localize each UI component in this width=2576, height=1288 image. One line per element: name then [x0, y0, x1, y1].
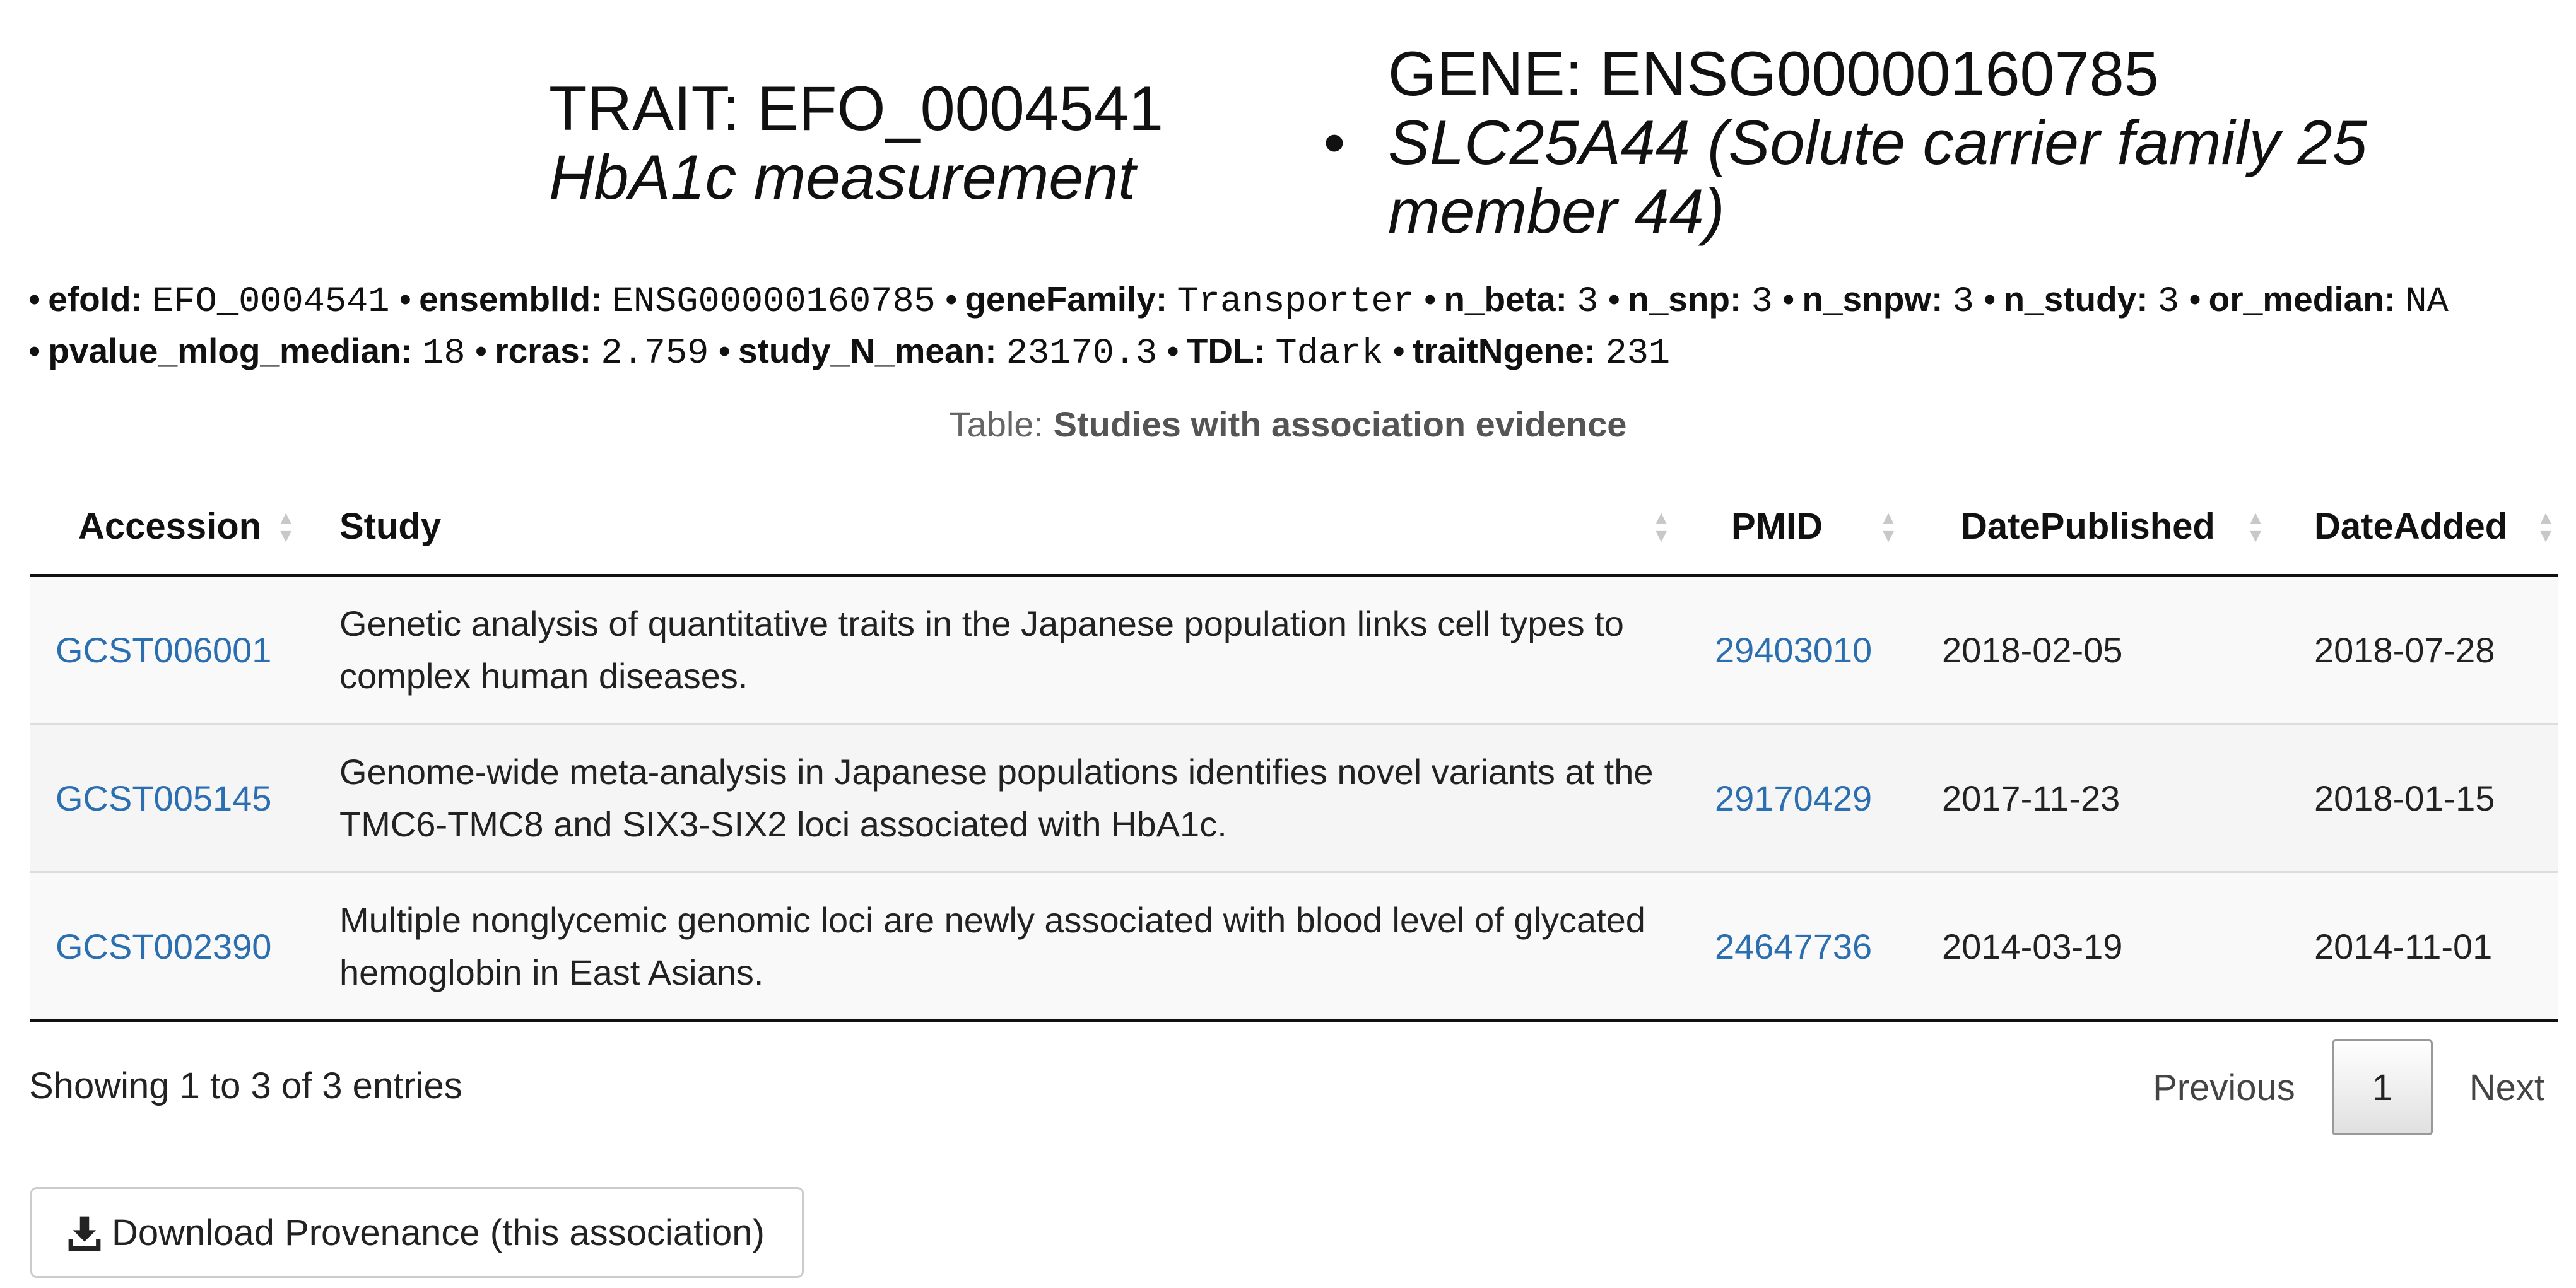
accession-link[interactable]: GCST005145 — [56, 778, 272, 818]
properties-row-2: • pvalue_mlog_median: 18 • rcras: 2.759 • s… — [28, 331, 1671, 374]
table-header-row: Accession ▲ ▼ Study ▲ ▼ PMID ▲ ▼ DatePublished… — [30, 478, 2558, 577]
column-header-pmid[interactable]: PMID ▲ ▼ — [1690, 478, 1917, 577]
prop-value-ensemblId: ENSG00000160785 — [611, 282, 936, 322]
cell-date-added: 2018-07-28 — [2270, 575, 2558, 725]
cell-pmid: 24647736 — [1690, 872, 1917, 1022]
previous-button[interactable]: Previous — [2153, 1067, 2295, 1108]
title-separator: • — [1323, 107, 1346, 177]
table-row: GCST005145 Genome-wide meta-analysis in … — [30, 723, 2558, 873]
sort-icon: ▲ ▼ — [276, 508, 295, 546]
prop-label-traitNgene: traitNgene: — [1412, 331, 1596, 370]
cell-accession: GCST005145 — [30, 723, 314, 873]
accession-link[interactable]: GCST002390 — [56, 926, 272, 966]
column-header-study[interactable]: Study ▲ ▼ — [314, 478, 1690, 577]
download-provenance-button[interactable]: Download Provenance (this association) — [30, 1187, 804, 1278]
properties-row-1: • efoId: EFO_0004541 • ensemblId: ENSG0000… — [28, 279, 2449, 322]
table-row: GCST006001 Genetic analysis of quantitat… — [30, 575, 2558, 725]
cell-accession: GCST002390 — [30, 872, 314, 1022]
prop-label-n_study: n_study: — [2003, 279, 2148, 319]
gene-name-cont: member 44) — [1388, 176, 1725, 246]
column-header-dateadded[interactable]: DateAdded ▲ ▼ — [2270, 478, 2558, 577]
cell-study: Genome-wide meta-analysis in Japanese po… — [314, 723, 1690, 873]
prop-label-TDL: TDL: — [1186, 331, 1266, 370]
column-header-accession[interactable]: Accession ▲ ▼ — [30, 478, 314, 577]
sort-icon: ▲ ▼ — [2536, 508, 2555, 546]
cell-accession: GCST006001 — [30, 575, 314, 725]
prop-label-ensemblId: ensemblId: — [419, 279, 603, 319]
prop-value-pvalue: 18 — [422, 334, 466, 374]
page-button-1[interactable]: 1 — [2331, 1039, 2433, 1135]
prop-label-n_snp: n_snp: — [1628, 279, 1742, 319]
cell-study: Genetic analysis of quantitative traits … — [314, 575, 1690, 725]
pmid-link[interactable]: 24647736 — [1715, 926, 1873, 966]
prop-value-TDL: Tdark — [1275, 334, 1384, 374]
cell-date-published: 2014-03-19 — [1917, 872, 2270, 1022]
pmid-link[interactable]: 29170429 — [1715, 778, 1873, 818]
gene-title: GENE: ENSG00000160785 SLC25A44 (Solute c… — [1388, 39, 2429, 245]
prop-value-or_median: NA — [2405, 282, 2449, 322]
cell-study: Multiple nonglycemic genomic loci are ne… — [314, 872, 1690, 1022]
caption-prefix: Table: — [949, 404, 1044, 444]
sort-icon: ▲ ▼ — [1879, 508, 1898, 546]
prop-value-study_N_mean: 23170.3 — [1006, 334, 1158, 374]
table-info: Showing 1 to 3 of 3 entries — [29, 1065, 462, 1106]
pagination: Previous 1 Next — [2116, 1039, 2544, 1135]
cell-date-published: 2018-02-05 — [1917, 575, 2270, 725]
gene-id: GENE: ENSG00000160785 — [1388, 38, 2159, 108]
trait-title: TRAIT: EFO_0004541 HbA1c measurement — [549, 74, 1281, 211]
prop-value-rcras: 2.759 — [601, 334, 709, 374]
trait-id: TRAIT: EFO_0004541 — [549, 73, 1163, 143]
prop-value-n_beta: 3 — [1577, 282, 1599, 322]
column-header-datepublished[interactable]: DatePublished ▲ ▼ — [1917, 478, 2270, 577]
prop-label-n_snpw: n_snpw: — [1802, 279, 1943, 319]
prop-label-efoId: efoId: — [48, 279, 143, 319]
caption-title: Studies with association evidence — [1053, 404, 1627, 444]
cell-date-published: 2017-11-23 — [1917, 723, 2270, 873]
prop-value-n_study: 3 — [2157, 282, 2180, 322]
download-icon — [68, 1216, 101, 1251]
table-row: GCST002390 Multiple nonglycemic genomic … — [30, 872, 2558, 1022]
prop-value-n_snpw: 3 — [1952, 282, 1974, 322]
next-button[interactable]: Next — [2469, 1067, 2544, 1108]
sort-icon: ▲ ▼ — [1652, 508, 1671, 546]
prop-label-geneFamily: geneFamily: — [965, 279, 1168, 319]
prop-value-n_snp: 3 — [1751, 282, 1773, 322]
prop-value-efoId: EFO_0004541 — [152, 282, 390, 322]
cell-date-added: 2014-11-01 — [2270, 872, 2558, 1022]
prop-label-or_median: or_median: — [2208, 279, 2396, 319]
prop-label-pvalue: pvalue_mlog_median: — [48, 331, 413, 370]
sort-icon: ▲ ▼ — [2246, 508, 2265, 546]
trait-name: HbA1c measurement — [549, 141, 1136, 212]
prop-label-study_N_mean: study_N_mean: — [738, 331, 997, 370]
prop-label-rcras: rcras: — [495, 331, 592, 370]
page-header: TRAIT: EFO_0004541 HbA1c measurement • G… — [549, 39, 2429, 245]
cell-pmid: 29170429 — [1690, 723, 1917, 873]
prop-label-n_beta: n_beta: — [1444, 279, 1567, 319]
pmid-link[interactable]: 29403010 — [1715, 629, 1873, 670]
table-caption: Table: Studies with association evidence — [0, 404, 2576, 445]
download-label: Download Provenance (this association) — [112, 1212, 765, 1253]
prop-value-traitNgene: 231 — [1605, 334, 1671, 374]
cell-pmid: 29403010 — [1690, 575, 1917, 725]
studies-table: Accession ▲ ▼ Study ▲ ▼ PMID ▲ ▼ DatePublished… — [30, 478, 2558, 1022]
cell-date-added: 2018-01-15 — [2270, 723, 2558, 873]
gene-name: SLC25A44 (Solute carrier family 25 — [1388, 107, 2367, 177]
accession-link[interactable]: GCST006001 — [56, 629, 272, 670]
prop-value-geneFamily: Transporter — [1177, 282, 1414, 322]
